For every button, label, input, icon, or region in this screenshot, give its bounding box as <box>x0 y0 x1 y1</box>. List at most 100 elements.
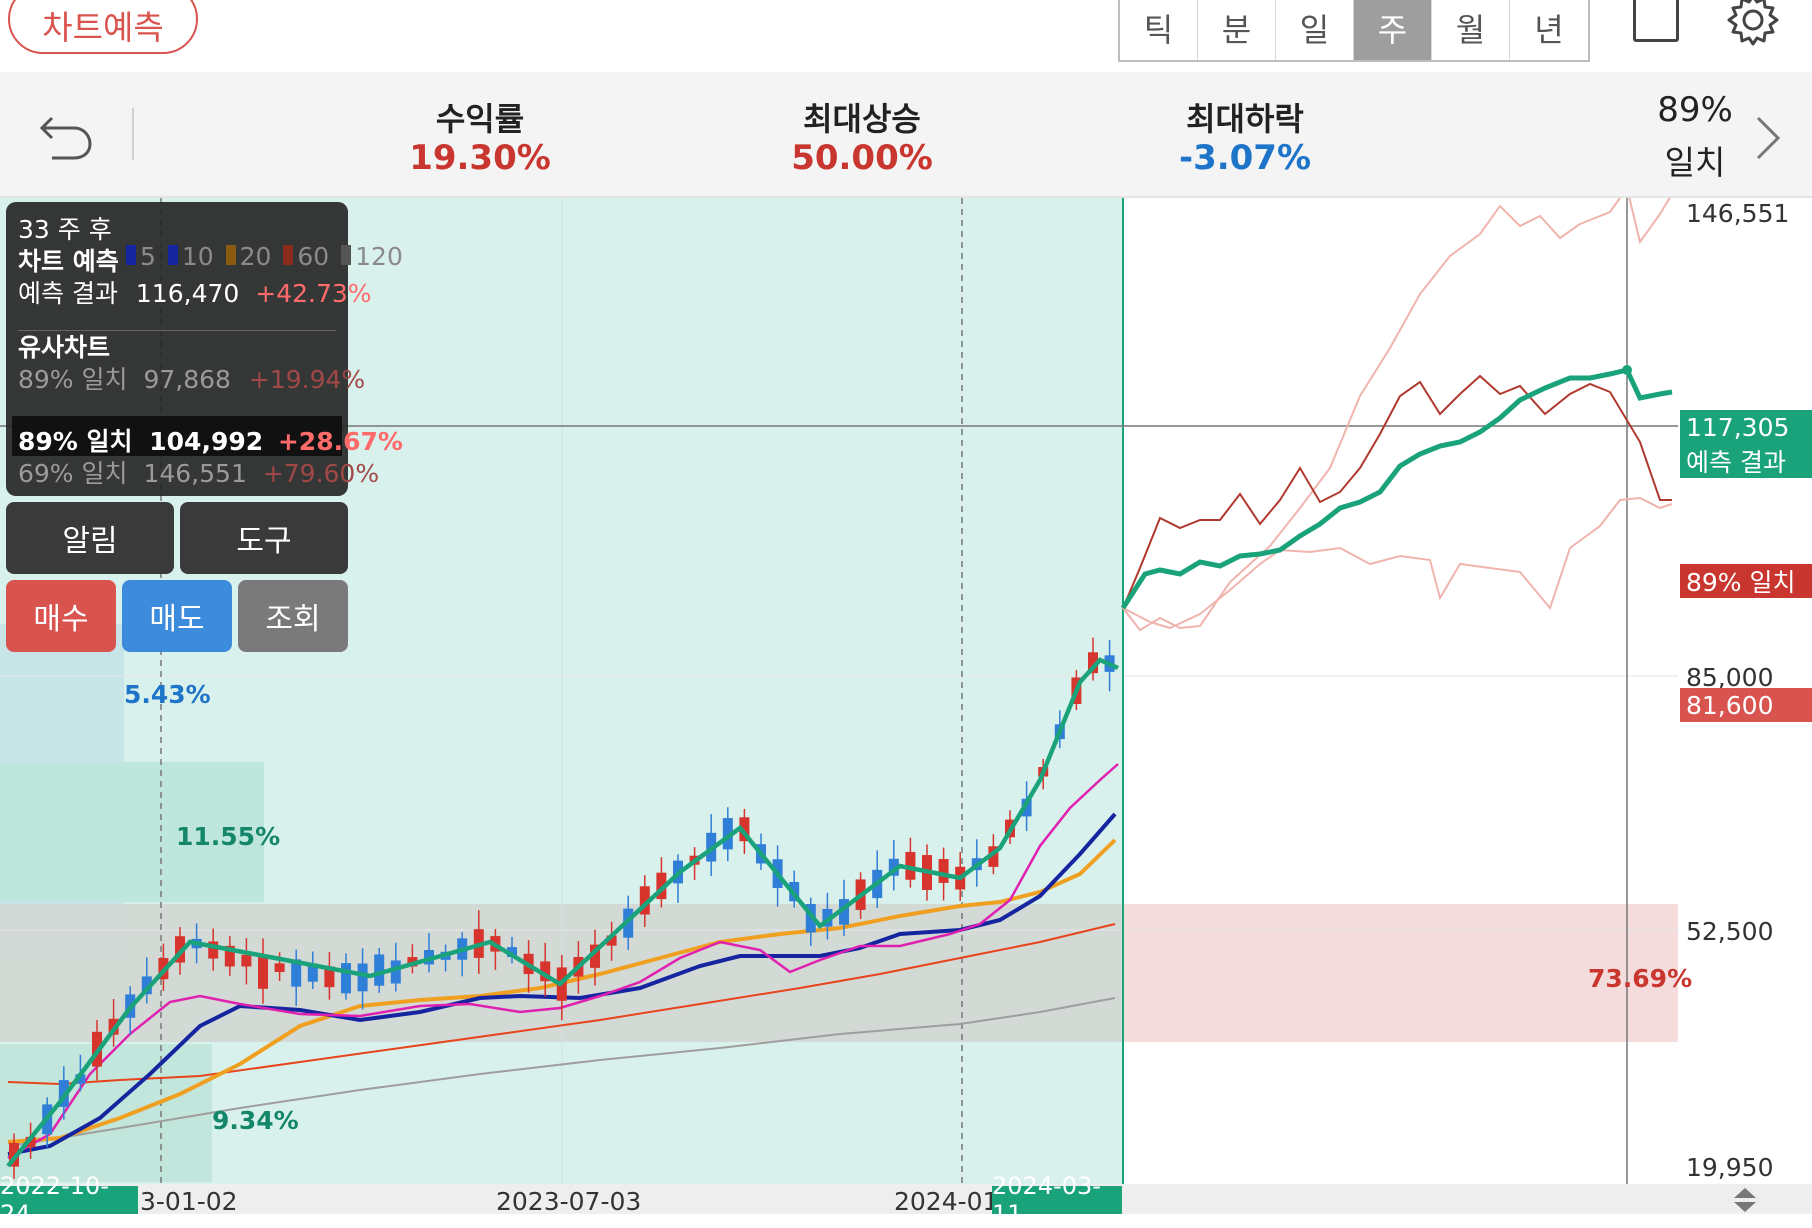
scroll-arrows-icon[interactable] <box>1730 1186 1760 1214</box>
ma20-line <box>7 838 1117 1144</box>
chevron-right-icon[interactable] <box>1750 110 1786 166</box>
trend-line <box>6 657 1119 1168</box>
candle-body-24 <box>390 960 401 984</box>
similar-3-price: 146,551 <box>143 459 247 488</box>
match-price-tag: 89% 일치 <box>1680 564 1812 598</box>
candle-body-62 <box>1021 798 1032 817</box>
similar-line-faded-2 <box>1122 496 1673 630</box>
tab-week[interactable]: 주 <box>1354 0 1432 60</box>
similar-3-change: +79.60% <box>262 459 380 488</box>
similar-1-change: +19.94% <box>248 365 366 394</box>
tab-year[interactable]: 년 <box>1534 11 1564 49</box>
similar-line-faded-1 <box>1122 198 1671 632</box>
chart-predict-button[interactable]: 차트예측 <box>8 0 198 54</box>
similar-2-price: 104,992 <box>149 427 264 456</box>
ma-legend-5: 5 <box>140 242 156 271</box>
result-label: 예측 결과 <box>18 279 118 308</box>
candle-body-66 <box>1088 652 1098 674</box>
max-drop-value: -3.07% <box>1178 138 1312 178</box>
prediction-title: 차트 예측 <box>18 247 119 276</box>
candle-body-13 <box>208 941 219 959</box>
current-price-tag: 81,600 <box>1680 688 1812 722</box>
similar-row-3[interactable]: 69% 일치 146,551 +79.60% <box>18 454 379 490</box>
candle-body-36 <box>590 944 600 968</box>
candle-body-17 <box>274 963 285 972</box>
inquiry-button[interactable]: 조회 <box>238 580 348 652</box>
undo-icon[interactable] <box>36 108 96 164</box>
return-label: 수익률 <box>435 100 525 138</box>
ma-legend-10: 10 <box>181 242 214 271</box>
panel-divider <box>18 330 336 331</box>
y-tick-85000: 85,000 <box>1686 663 1773 692</box>
candle-body-16 <box>258 954 268 989</box>
period-tabs: 틱 분 일 주 월 년 <box>1118 0 1590 62</box>
stats-bar <box>0 72 1812 198</box>
prediction-panel: 33 주 후 차트 예측 5 10 20 60 120 예측 결과 116,47… <box>6 202 403 496</box>
zone-right <box>1123 904 1678 1042</box>
forecast-price-tag: 예측 결과 <box>1680 444 1812 478</box>
candle-body-40 <box>656 872 667 900</box>
tab-minute[interactable]: 분 <box>1198 0 1276 60</box>
candle-body-54 <box>888 858 899 876</box>
similar-2-match: 89% 일치 <box>18 427 133 456</box>
candle-body-51 <box>839 899 849 925</box>
max-rise-label: 최대상승 <box>803 100 921 138</box>
fullscreen-icon[interactable] <box>1633 0 1679 42</box>
candle-body-57 <box>938 859 949 883</box>
alarm-button[interactable]: 알림 <box>6 502 174 574</box>
date-tag-end: 2024-03-11 <box>992 1172 1122 1228</box>
ma-legend-60: 60 <box>297 242 330 271</box>
return-value: 19.30% <box>409 138 551 178</box>
forecast-line <box>1120 367 1673 610</box>
x-tick-2024-01: 2024-01 <box>894 1187 998 1214</box>
zone-2-percent: 11.55% <box>176 822 281 851</box>
tab-month[interactable]: 월 <box>1432 0 1510 60</box>
forecast-point <box>1622 365 1632 375</box>
ma-legend: 5 10 20 60 120 <box>126 242 403 271</box>
sell-button[interactable]: 매도 <box>122 580 232 652</box>
prediction-result-row: 예측 결과 116,470 +42.73% <box>18 274 372 310</box>
similar-2-change: +28.67% <box>277 427 403 456</box>
candle-body-33 <box>540 961 551 982</box>
candle-body-20 <box>324 966 335 988</box>
ma-legend-20: 20 <box>239 242 272 271</box>
candle-body-23 <box>374 954 385 986</box>
gear-icon[interactable] <box>1725 0 1781 48</box>
candle-body-21 <box>341 963 351 994</box>
buy-button[interactable]: 매수 <box>6 580 116 652</box>
candle-body-31 <box>507 947 517 958</box>
max-rise-value: 50.00% <box>791 138 933 178</box>
candle-body-60 <box>988 846 999 867</box>
candle-body-2 <box>25 1136 36 1148</box>
similar-row-2[interactable]: 89% 일치 104,992 +28.67% <box>18 422 403 458</box>
result-change: +42.73% <box>255 279 372 308</box>
tab-day[interactable]: 일 <box>1276 0 1354 60</box>
date-tag-start: 2022-10-24 <box>0 1172 138 1228</box>
y-tick-19950: 19,950 <box>1686 1153 1773 1182</box>
candle-body-9 <box>141 976 152 995</box>
y-tick-146551: 146,551 <box>1686 199 1789 228</box>
candle-body-5 <box>75 1074 86 1084</box>
x-tick-2023-01-02: 3-01-02 <box>140 1187 238 1214</box>
candle-body-37 <box>606 935 617 946</box>
similar-row-1[interactable]: 89% 일치 97,868 +19.94% <box>18 360 365 396</box>
similar-1-price: 97,868 <box>143 365 231 394</box>
crosshair-price-tag: 117,305 <box>1680 410 1812 444</box>
ma60-line <box>7 923 1116 1086</box>
ma-legend-120: 120 <box>355 242 403 271</box>
candle-body-44 <box>722 818 733 850</box>
similar-title: 유사차트 <box>18 333 111 362</box>
tools-button[interactable]: 도구 <box>180 502 348 574</box>
result-price: 116,470 <box>135 279 240 308</box>
candle-body-19 <box>307 963 318 982</box>
candle-body-39 <box>639 886 650 915</box>
candle-body-11 <box>175 936 185 963</box>
max-drop-label: 최대하락 <box>1186 100 1304 138</box>
similar-line-selected <box>1122 374 1672 609</box>
candle-body-22 <box>357 963 368 992</box>
stats-divider <box>132 108 134 160</box>
zone-1-percent: 5.43% <box>124 680 211 709</box>
x-tick-2023-07-03: 2023-07-03 <box>496 1187 641 1214</box>
match-percent: 89% <box>1657 90 1733 130</box>
tab-tick[interactable]: 틱 <box>1120 0 1198 60</box>
